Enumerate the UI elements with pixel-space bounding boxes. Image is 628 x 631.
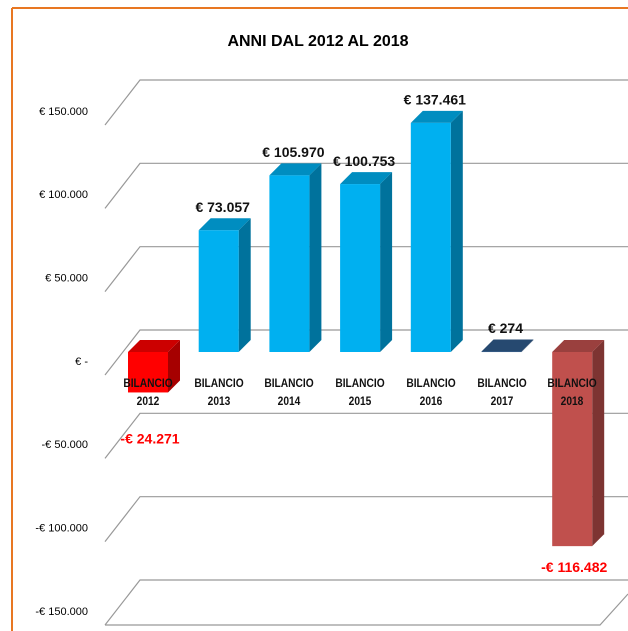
bar-side: [238, 218, 251, 352]
value-label: € 274: [488, 320, 523, 336]
grid-line: [104, 496, 628, 543]
bar: [128, 352, 168, 393]
grid-line: [104, 162, 628, 209]
bar: [340, 184, 381, 352]
bar-top: [340, 172, 393, 185]
x-tick-label: BILANCIO 2014: [264, 376, 315, 408]
bar-side: [380, 172, 393, 352]
bar-top: [410, 110, 463, 123]
y-tick-label: -€ 150.000: [35, 606, 88, 618]
bar-top: [198, 218, 251, 231]
bar-top: [128, 340, 180, 352]
bar-side: [521, 339, 534, 352]
bar: [198, 230, 239, 352]
bar: [552, 352, 593, 547]
bar: [481, 351, 522, 353]
x-tick-label: BILANCIO 2012: [123, 376, 173, 408]
y-tick-label: -€ 100.000: [35, 523, 88, 535]
x-tick-label: BILANCIO 2016: [406, 376, 456, 408]
x-tick-label: BILANCIO 2015: [335, 376, 385, 408]
x-tick-label: BILANCIO 2017: [476, 376, 527, 408]
value-label: € 100.753: [333, 153, 395, 169]
value-label: € 73.057: [195, 199, 250, 215]
bar-side: [450, 110, 463, 352]
bar: [410, 122, 451, 352]
y-tick-label: € 50.000: [45, 273, 88, 285]
x-tick-label: BILANCIO 2018: [547, 376, 597, 408]
x-tick-label: BILANCIO 2013: [194, 376, 244, 408]
grid-line: [104, 579, 628, 626]
grid-line: [104, 246, 628, 293]
grid-line: [104, 79, 628, 126]
grid-line: [104, 412, 628, 459]
value-label: -€ 24.271: [120, 431, 179, 447]
bar-top: [481, 339, 534, 352]
bar-top: [269, 163, 322, 176]
bar-side: [168, 340, 180, 393]
chart-title: ANNI DAL 2012 AL 2018: [227, 33, 408, 50]
bar-side: [309, 163, 322, 352]
value-label: € 137.461: [404, 92, 466, 108]
y-tick-label: € 100.000: [39, 189, 88, 201]
bar-side: [592, 340, 605, 547]
value-label: € 105.970: [262, 144, 324, 160]
value-label: -€ 116.482: [541, 559, 607, 575]
bar-top: [552, 340, 605, 352]
y-tick-label: -€ 50.000: [42, 439, 88, 451]
grid-line: [104, 329, 628, 376]
floor-edge: [105, 593, 628, 626]
bar: [269, 175, 310, 352]
y-tick-label: € -: [75, 356, 88, 368]
y-tick-label: € 150.000: [39, 106, 88, 118]
